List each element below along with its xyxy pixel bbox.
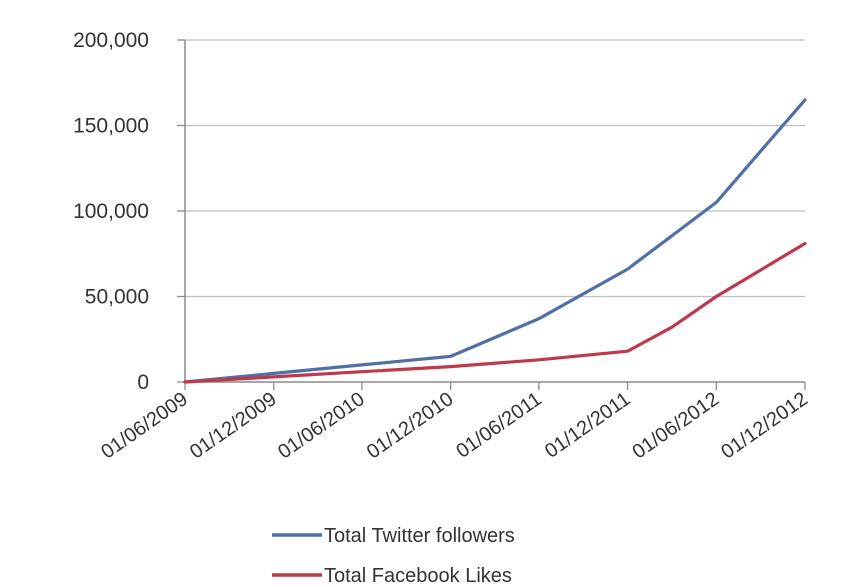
- x-tick-labels: 01/06/200901/12/200901/06/201001/12/2010…: [97, 388, 812, 463]
- x-tick-label: 01/12/2012: [717, 388, 812, 463]
- series-line-facebook: [183, 241, 807, 384]
- legend-label: Total Facebook Likes: [324, 565, 512, 587]
- legend: Total Twitter followers Total Facebook Li…: [272, 525, 515, 587]
- x-tick-label: 01/06/2012: [629, 388, 724, 463]
- series-line-twitter: [183, 98, 807, 384]
- y-tick-label: 50,000: [85, 286, 149, 309]
- y-tick-label: 150,000: [73, 115, 149, 138]
- y-tick-labels: 0 50,000 100,000 150,000 200,000: [73, 29, 149, 394]
- y-tick-label: 200,000: [73, 29, 149, 52]
- x-tick-label: 01/12/2009: [186, 388, 281, 463]
- x-tick-label: 01/06/2010: [274, 388, 369, 463]
- y-tick-label: 0: [137, 371, 149, 394]
- series-lines: [183, 98, 807, 384]
- x-tick-label: 01/06/2011: [452, 388, 545, 463]
- gridlines: [185, 39, 805, 298]
- y-tick-label: 100,000: [73, 200, 149, 223]
- x-tick-label: 01/12/2010: [363, 388, 458, 463]
- x-tick-label: 01/06/2009: [97, 388, 192, 463]
- x-tick-label: 01/12/2011: [541, 388, 634, 463]
- legend-label: Total Twitter followers: [324, 525, 515, 547]
